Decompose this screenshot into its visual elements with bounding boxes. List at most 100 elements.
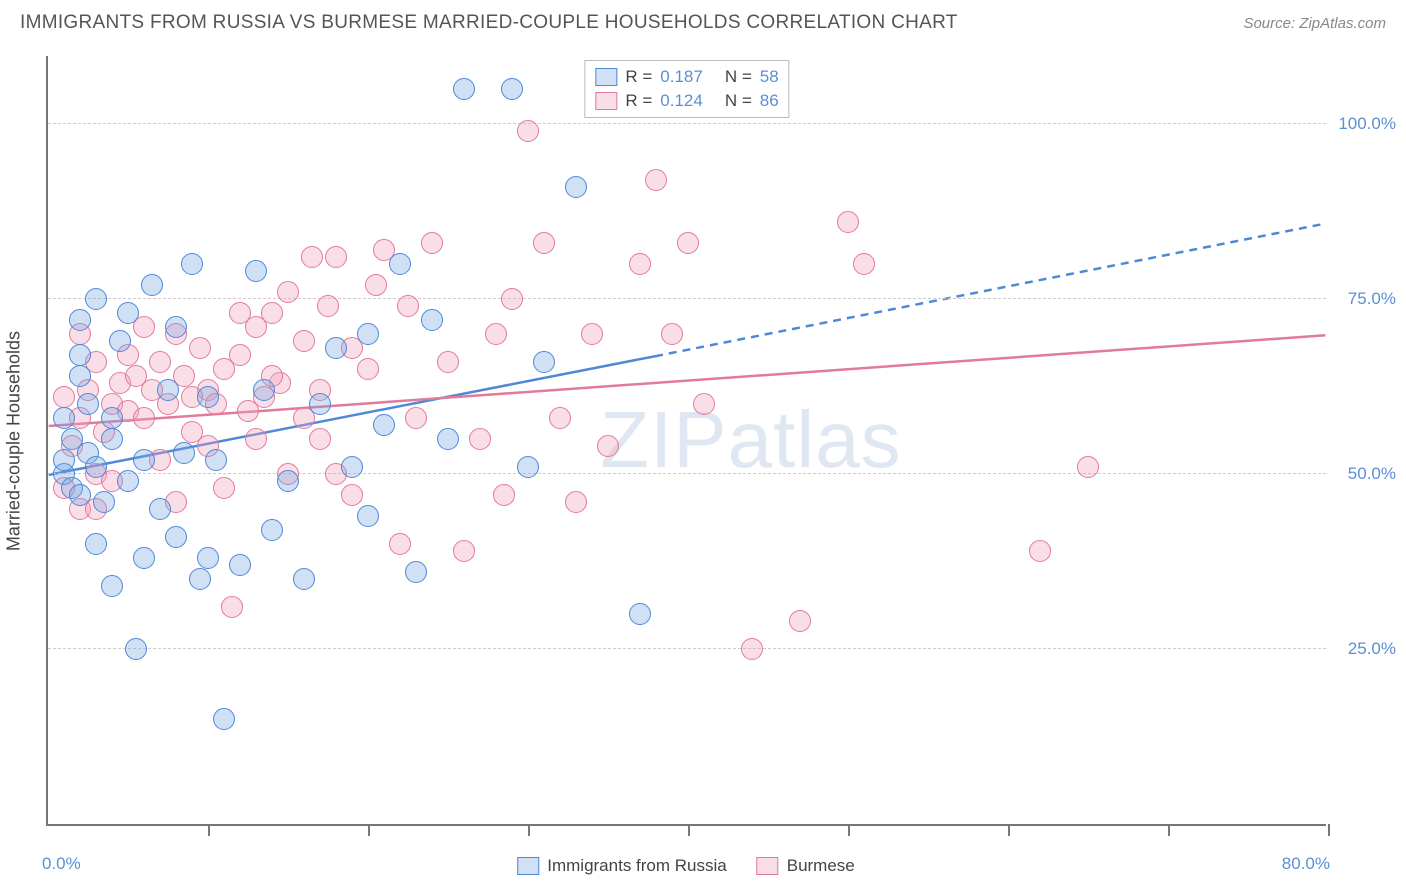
data-point bbox=[1077, 456, 1099, 478]
data-point bbox=[141, 274, 163, 296]
data-point bbox=[133, 547, 155, 569]
n-value: 86 bbox=[760, 91, 779, 111]
y-tick-label: 75.0% bbox=[1348, 289, 1396, 309]
data-point bbox=[149, 498, 171, 520]
data-point bbox=[389, 253, 411, 275]
data-point bbox=[53, 386, 75, 408]
data-point bbox=[157, 379, 179, 401]
data-point bbox=[261, 302, 283, 324]
legend-label: Immigrants from Russia bbox=[547, 856, 726, 876]
data-point bbox=[341, 484, 363, 506]
data-point bbox=[85, 456, 107, 478]
data-point bbox=[53, 407, 75, 429]
data-point bbox=[197, 547, 219, 569]
legend-swatch bbox=[595, 92, 617, 110]
data-point bbox=[437, 351, 459, 373]
data-point bbox=[261, 519, 283, 541]
r-value: 0.124 bbox=[660, 91, 703, 111]
y-tick-label: 25.0% bbox=[1348, 639, 1396, 659]
data-point bbox=[253, 379, 275, 401]
chart-title: IMMIGRANTS FROM RUSSIA VS BURMESE MARRIE… bbox=[20, 12, 958, 34]
data-point bbox=[205, 449, 227, 471]
y-axis-label: Married-couple Households bbox=[4, 331, 25, 551]
data-point bbox=[101, 575, 123, 597]
data-point bbox=[357, 358, 379, 380]
r-value: 0.187 bbox=[660, 67, 703, 87]
data-point bbox=[69, 309, 91, 331]
data-point bbox=[85, 288, 107, 310]
data-point bbox=[117, 302, 139, 324]
data-point bbox=[69, 344, 91, 366]
data-point bbox=[581, 323, 603, 345]
data-point bbox=[173, 442, 195, 464]
data-point bbox=[229, 554, 251, 576]
data-point bbox=[493, 484, 515, 506]
data-point bbox=[93, 491, 115, 513]
y-tick-label: 100.0% bbox=[1338, 114, 1396, 134]
r-label: R = bbox=[625, 67, 652, 87]
data-point bbox=[357, 505, 379, 527]
legend-swatch bbox=[757, 857, 779, 875]
legend-swatch bbox=[517, 857, 539, 875]
data-point bbox=[309, 393, 331, 415]
data-point bbox=[405, 561, 427, 583]
data-point bbox=[389, 533, 411, 555]
data-point bbox=[853, 253, 875, 275]
x-axis-max-label: 80.0% bbox=[1282, 854, 1330, 874]
data-point bbox=[245, 428, 267, 450]
data-point bbox=[397, 295, 419, 317]
data-point bbox=[229, 302, 251, 324]
data-point bbox=[101, 407, 123, 429]
data-point bbox=[277, 470, 299, 492]
data-point bbox=[453, 78, 475, 100]
data-point bbox=[837, 211, 859, 233]
data-point bbox=[293, 568, 315, 590]
plot-area: ZIPatlas R = 0.187 N = 58 R = 0.124 N = … bbox=[46, 56, 1326, 826]
data-point bbox=[133, 407, 155, 429]
legend-label: Burmese bbox=[787, 856, 855, 876]
data-point bbox=[741, 638, 763, 660]
data-point bbox=[125, 638, 147, 660]
data-point bbox=[501, 78, 523, 100]
data-point bbox=[325, 246, 347, 268]
data-point bbox=[405, 407, 427, 429]
n-label: N = bbox=[725, 91, 752, 111]
data-point bbox=[277, 281, 299, 303]
data-point bbox=[317, 295, 339, 317]
data-point bbox=[221, 596, 243, 618]
data-point bbox=[69, 484, 91, 506]
data-point bbox=[629, 603, 651, 625]
scatter-chart: ZIPatlas R = 0.187 N = 58 R = 0.124 N = … bbox=[46, 56, 1326, 826]
data-point bbox=[245, 260, 267, 282]
data-point bbox=[485, 323, 507, 345]
data-point bbox=[69, 365, 91, 387]
data-point bbox=[301, 246, 323, 268]
data-point bbox=[165, 316, 187, 338]
data-point bbox=[213, 477, 235, 499]
data-point bbox=[437, 428, 459, 450]
r-label: R = bbox=[625, 91, 652, 111]
data-point bbox=[533, 232, 555, 254]
data-point bbox=[325, 337, 347, 359]
data-point bbox=[693, 393, 715, 415]
chart-source: Source: ZipAtlas.com bbox=[1243, 15, 1386, 32]
data-point bbox=[213, 708, 235, 730]
data-point bbox=[117, 470, 139, 492]
data-point bbox=[421, 309, 443, 331]
n-label: N = bbox=[725, 67, 752, 87]
data-point bbox=[365, 274, 387, 296]
data-point bbox=[197, 386, 219, 408]
data-point bbox=[469, 428, 491, 450]
data-point bbox=[53, 449, 75, 471]
data-point bbox=[597, 435, 619, 457]
data-point bbox=[341, 456, 363, 478]
data-point bbox=[549, 407, 571, 429]
n-value: 58 bbox=[760, 67, 779, 87]
data-point bbox=[85, 533, 107, 555]
data-point bbox=[517, 456, 539, 478]
data-point bbox=[677, 232, 699, 254]
x-axis-min-label: 0.0% bbox=[42, 854, 81, 874]
data-point bbox=[517, 120, 539, 142]
data-point bbox=[629, 253, 651, 275]
data-point bbox=[189, 337, 211, 359]
